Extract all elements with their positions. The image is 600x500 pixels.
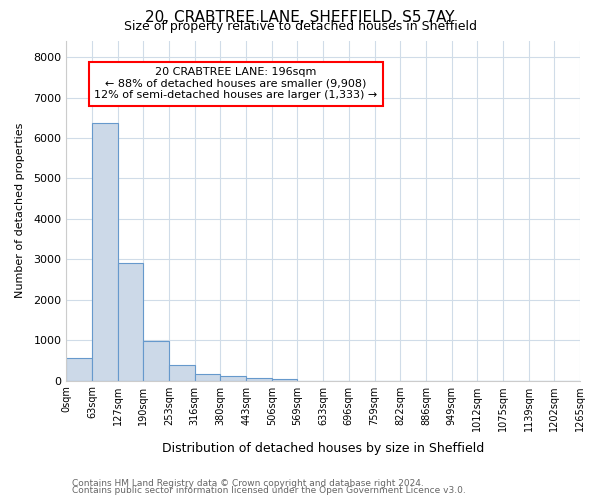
Bar	[195, 374, 220, 380]
Bar	[143, 341, 169, 380]
Text: Contains HM Land Registry data © Crown copyright and database right 2024.: Contains HM Land Registry data © Crown c…	[72, 478, 424, 488]
Y-axis label: Number of detached properties: Number of detached properties	[15, 123, 25, 298]
Bar	[118, 262, 143, 380]
Bar	[67, 358, 92, 380]
Bar	[272, 378, 298, 380]
Text: 20, CRABTREE LANE, SHEFFIELD, S5 7AY: 20, CRABTREE LANE, SHEFFIELD, S5 7AY	[145, 10, 455, 25]
Text: Contains public sector information licensed under the Open Government Licence v3: Contains public sector information licen…	[72, 486, 466, 495]
Text: Size of property relative to detached houses in Sheffield: Size of property relative to detached ho…	[124, 20, 476, 33]
Text: 20 CRABTREE LANE: 196sqm
← 88% of detached houses are smaller (9,908)
12% of sem: 20 CRABTREE LANE: 196sqm ← 88% of detach…	[94, 68, 377, 100]
Bar	[220, 376, 246, 380]
Bar	[92, 122, 118, 380]
Bar	[246, 378, 272, 380]
Bar	[169, 366, 195, 380]
X-axis label: Distribution of detached houses by size in Sheffield: Distribution of detached houses by size …	[162, 442, 484, 455]
